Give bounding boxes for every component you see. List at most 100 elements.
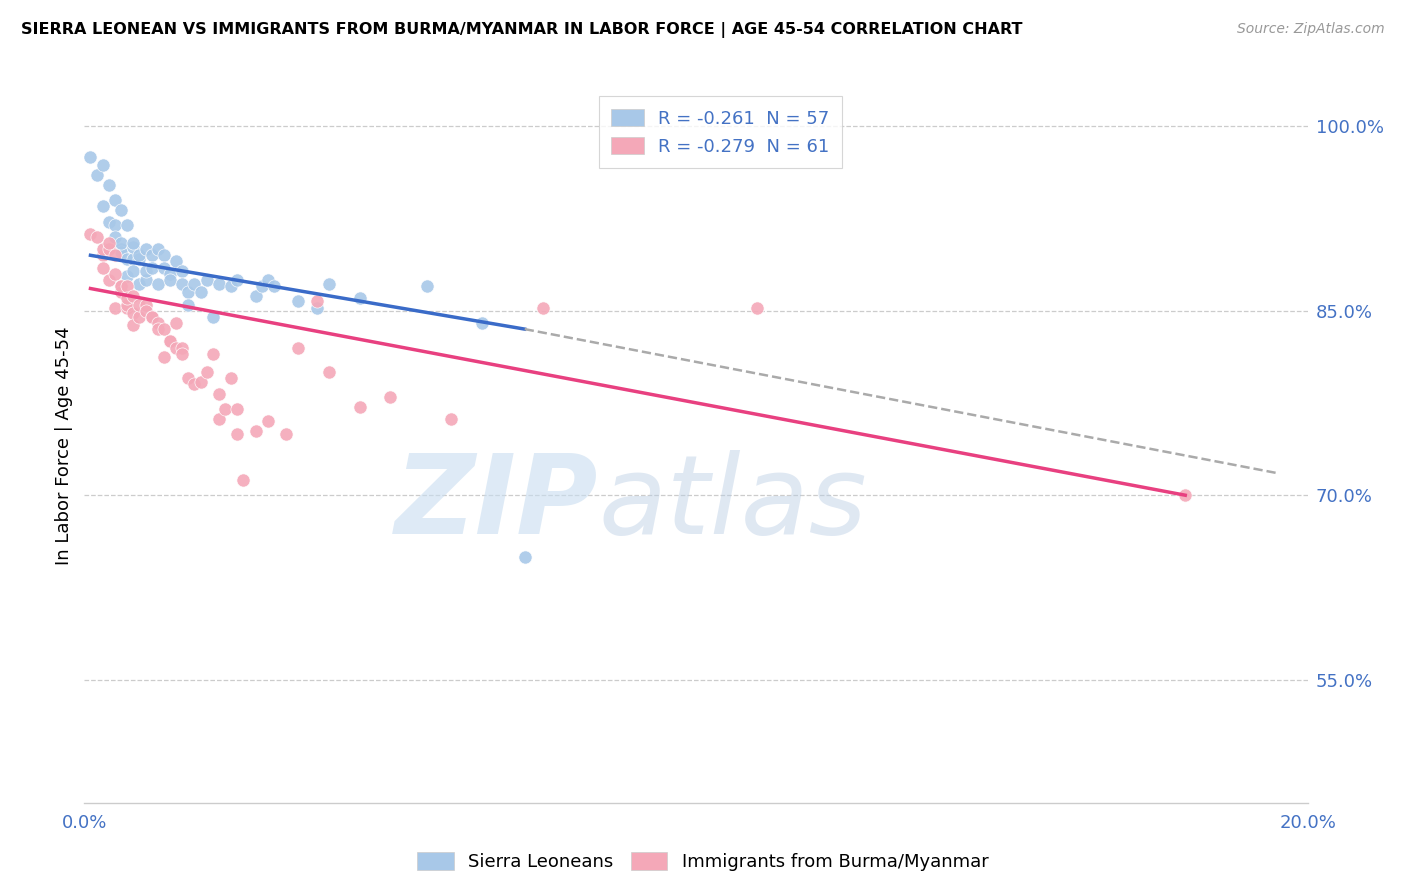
Point (141, 248, 163, 262)
Point (172, 277, 194, 291)
Point (122, 289, 145, 303)
Point (141, 260, 163, 275)
Point (115, 269, 138, 284)
Point (110, 285, 132, 300)
Point (122, 240, 145, 254)
Text: Source: ZipAtlas.com: Source: ZipAtlas.com (1237, 22, 1385, 37)
Point (165, 341, 187, 355)
Point (110, 279, 132, 293)
Point (190, 375, 212, 389)
Point (318, 277, 340, 291)
Point (195, 273, 218, 287)
Point (183, 277, 205, 291)
Point (79, 227, 101, 242)
Point (91, 248, 114, 262)
Point (97, 235, 120, 250)
Point (165, 316, 187, 330)
Point (104, 267, 127, 281)
Point (97, 273, 120, 287)
Point (97, 215, 120, 229)
Point (305, 293, 328, 308)
Point (146, 242, 169, 256)
Point (153, 322, 176, 336)
Point (146, 322, 169, 336)
Point (276, 426, 298, 441)
Point (128, 297, 150, 311)
Point (122, 318, 145, 333)
Point (245, 424, 267, 438)
Point (110, 235, 132, 250)
Point (159, 334, 181, 349)
Point (115, 297, 138, 311)
Point (201, 310, 224, 324)
Point (165, 254, 187, 268)
Point (91, 242, 114, 256)
Point (153, 351, 176, 365)
Point (440, 412, 463, 426)
Point (79, 150, 101, 164)
Point (86, 169, 108, 183)
Point (159, 334, 181, 349)
Point (172, 264, 194, 278)
Point (208, 412, 231, 426)
Point (257, 273, 280, 287)
Point (263, 279, 285, 293)
Point (91, 159, 114, 173)
Point (110, 244, 132, 259)
Point (531, 301, 554, 316)
Point (115, 301, 138, 316)
Point (747, 301, 769, 316)
Point (141, 310, 163, 324)
Point (287, 293, 309, 308)
Point (122, 235, 145, 250)
Point (232, 474, 254, 488)
Point (115, 218, 138, 232)
Point (172, 347, 194, 361)
Point (305, 301, 328, 316)
Point (416, 279, 439, 293)
Point (177, 371, 200, 385)
Point (318, 365, 340, 379)
Point (115, 252, 138, 266)
Point (349, 291, 371, 305)
Point (97, 242, 120, 256)
Point (190, 285, 212, 300)
Point (141, 310, 163, 324)
Point (122, 252, 145, 266)
Text: SIERRA LEONEAN VS IMMIGRANTS FROM BURMA/MYANMAR IN LABOR FORCE | AGE 45-54 CORRE: SIERRA LEONEAN VS IMMIGRANTS FROM BURMA/… (21, 22, 1022, 38)
Point (135, 242, 157, 256)
Point (159, 267, 181, 281)
Point (104, 230, 127, 244)
Point (226, 426, 249, 441)
Point (128, 277, 150, 291)
Point (128, 248, 150, 262)
Point (104, 218, 127, 232)
Point (97, 178, 120, 193)
Point (135, 264, 157, 278)
Point (128, 252, 150, 266)
Point (115, 291, 138, 305)
Point (208, 277, 231, 291)
Point (172, 341, 194, 355)
Point (195, 365, 218, 379)
Point (115, 279, 138, 293)
Point (226, 273, 249, 287)
Point (250, 279, 273, 293)
Point (208, 387, 231, 401)
Text: atlas: atlas (598, 450, 866, 557)
Point (135, 297, 157, 311)
Point (226, 402, 249, 417)
Point (104, 301, 127, 316)
Point (104, 248, 127, 262)
Point (349, 400, 371, 414)
Point (110, 242, 132, 256)
Point (153, 260, 176, 275)
Point (135, 273, 157, 287)
Point (177, 285, 200, 300)
Point (219, 371, 242, 385)
Point (122, 306, 145, 320)
Point (91, 199, 114, 213)
Point (257, 414, 280, 428)
Legend: Sierra Leoneans, Immigrants from Burma/Myanmar: Sierra Leoneans, Immigrants from Burma/M… (411, 846, 995, 879)
Point (380, 390, 402, 404)
